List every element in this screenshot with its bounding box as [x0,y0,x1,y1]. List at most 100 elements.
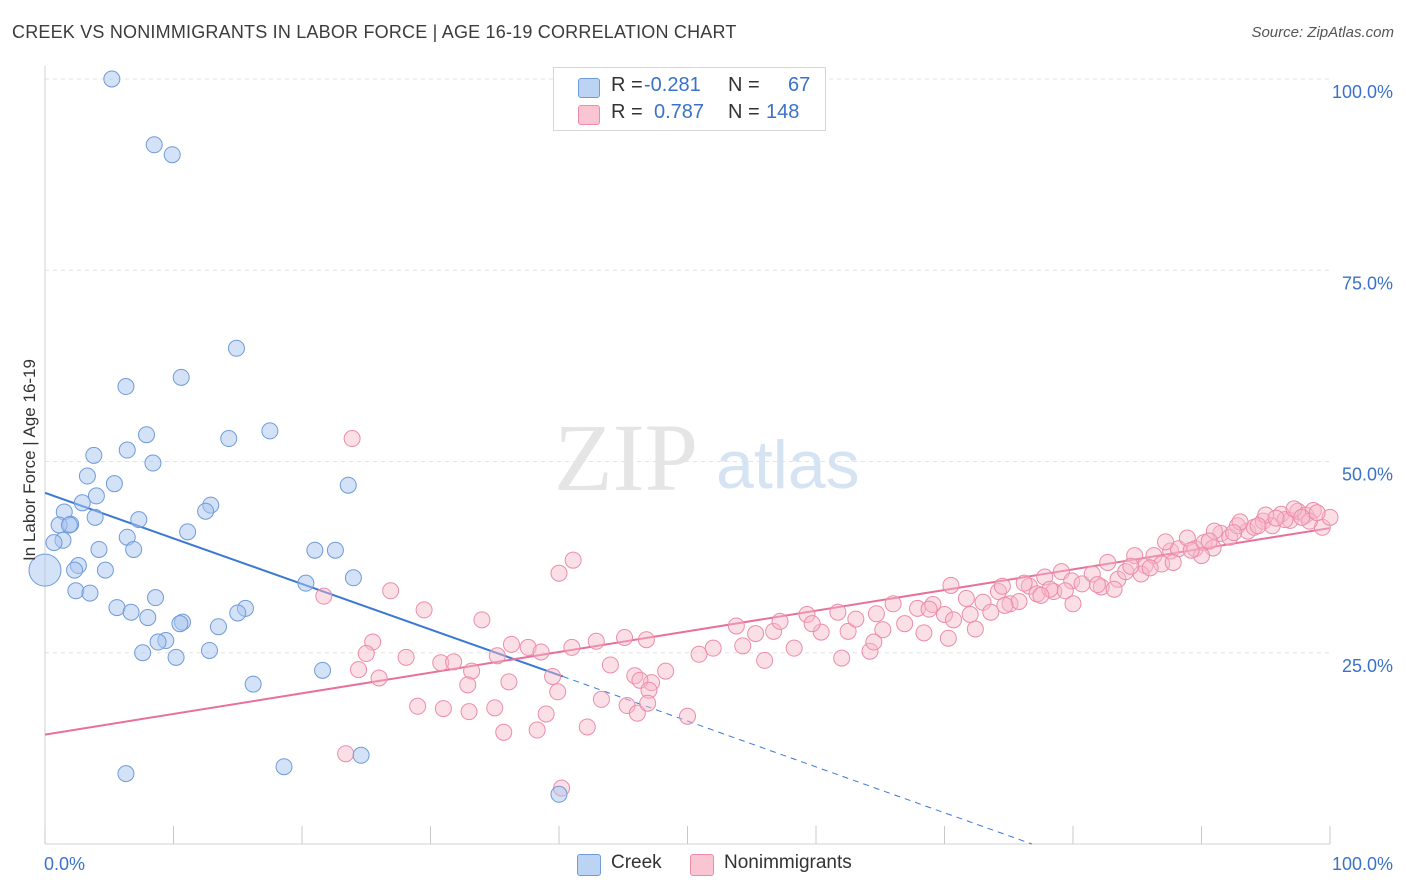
creek-point [81,584,99,602]
nonimmigrants-point [532,643,550,661]
x-tick-label: 0.0% [44,854,85,874]
nonimmigrants-point [1099,553,1117,571]
nonimmigrants-point [357,645,375,663]
nonimmigrants-point [502,635,520,653]
creek-point [147,589,165,607]
nonimmigrants-point [1267,509,1285,527]
nonimmigrants-point [785,639,803,657]
nonimmigrants-point [528,721,546,739]
chart-title: CREEK VS NONIMMIGRANTS IN LABOR FORCE | … [12,22,737,42]
nonimmigrants-point [350,661,368,679]
nonimmigrants-point [459,676,477,694]
nonimmigrants-point [409,697,427,715]
nonimmigrants-point [756,651,774,669]
nonimmigrants-point [829,603,847,621]
nonimmigrants-point [415,601,433,619]
nonimmigrants-point [1164,553,1182,571]
nonimmigrants-point [727,617,745,635]
creek-legend-label: Creek [611,852,662,873]
nonimmigrants-point [765,622,783,640]
nonimmigrants-point [690,645,708,663]
creek-point [220,430,238,448]
y-tick-label: 50.0% [1342,465,1393,485]
nonimmigrants-point [463,662,481,680]
nonimmigrants-point [993,577,1011,595]
creek-point [197,502,215,520]
nonimmigrants-point [500,673,518,691]
creek-point [306,541,324,559]
nonimmigrants-r-label: R = [611,101,643,123]
nonimmigrants-point [833,649,851,667]
nonimmigrants-point [578,718,596,736]
nonimmigrants-point [996,596,1014,614]
nonimmigrants-point [1225,524,1243,542]
nonimmigrants-n-label: N = [728,101,760,123]
nonimmigrants-point [432,654,450,672]
nonimmigrants-point [592,690,610,708]
nonimmigrants-point [944,611,962,629]
creek-point [117,765,135,783]
nonimmigrants-point [861,642,879,660]
nonimmigrants-point [315,587,333,605]
nonimmigrants-point [865,633,883,651]
nonimmigrants-point [434,700,452,718]
creek-point [167,648,185,666]
creek-swatch [578,78,600,98]
nonimmigrants-point [544,667,562,685]
source-label: Source: ZipAtlas.com [1251,24,1394,41]
nonimmigrants-point [1073,575,1091,593]
nonimmigrants-point [337,745,355,763]
nonimmigrants-point [771,612,789,630]
nonimmigrants-point [1231,513,1249,531]
watermark-atlas: atlas [716,427,860,503]
creek-point [67,582,85,600]
creek-point [171,615,189,633]
creek-point [134,644,152,662]
creek-point [144,454,162,472]
nonimmigrants-point [495,723,513,741]
nonimmigrants-n-value: 148 [766,101,800,123]
creek-point [108,599,126,617]
nonimmigrants-point [564,551,582,569]
creek-n-label: N = [728,74,760,96]
nonimmigrants-point [920,600,938,618]
creek-point [78,467,96,485]
nonimmigrants-point [1122,557,1140,575]
nonimmigrants-point [1088,576,1106,594]
nonimmigrants-point [839,622,857,640]
nonimmigrants-point [896,615,914,633]
nonimmigrants-point [657,662,675,680]
creek-point [66,561,84,579]
nonimmigrants-point [460,703,478,721]
nonimmigrants-point [1032,586,1050,604]
nonimmigrants-point [847,610,865,628]
creek-point [130,511,148,529]
creek-point [149,633,167,651]
nonimmigrants-point [961,606,979,623]
nonimmigrants-point [640,681,658,699]
creek-point [138,426,156,444]
creek-legend-swatch [577,854,601,876]
creek-point [117,378,135,396]
creek-point [90,540,108,558]
nonimmigrants-point [734,637,752,655]
nonimmigrants-point [1010,592,1028,610]
creek-point [60,516,78,534]
nonimmigrants-point [1126,547,1144,565]
nonimmigrants-point [867,605,885,623]
creek-point [261,422,279,440]
creek-point [28,553,62,587]
creek-point [139,609,157,627]
nonimmigrants-point [1182,541,1200,559]
creek-point [86,508,104,526]
creek-n-value: 67 [788,74,811,96]
nonimmigrants-point [601,656,619,674]
creek-r-value: -0.281 [644,74,701,96]
nonimmigrants-point [1193,547,1210,565]
nonimmigrants-point [957,589,975,607]
creek-point [297,574,315,592]
nonimmigrants-r-value: 0.787 [654,101,705,123]
nonimmigrants-point [1157,533,1175,551]
nonimmigrants-point [936,606,953,623]
creek-point [244,675,262,693]
